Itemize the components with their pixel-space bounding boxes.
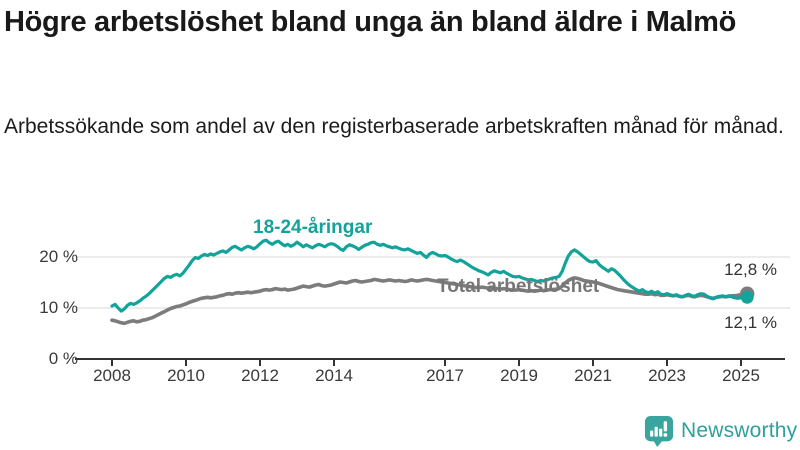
y-tick-label: 10 %	[39, 298, 78, 317]
x-tick-label: 2012	[241, 366, 279, 385]
page-title: Högre arbetslöshet bland unga än bland ä…	[4, 6, 737, 38]
series-label-young: 18-24-åringar	[253, 217, 373, 238]
newsworthy-bubble-chart-icon	[644, 416, 674, 447]
x-tick-label: 2021	[574, 366, 612, 385]
x-tick-label: 2008	[93, 366, 131, 385]
series-line-total	[110, 276, 750, 326]
x-tick-label: 2025	[722, 366, 760, 385]
chart-subtitle: Arbetssökande som andel av den registerb…	[4, 115, 784, 138]
x-tick-label: 2019	[500, 366, 538, 385]
x-tick-label: 2017	[426, 366, 464, 385]
y-tick-label: 20 %	[39, 247, 78, 266]
y-tick-label: 0 %	[48, 349, 78, 368]
end-value-total: 12,8 %	[724, 260, 777, 279]
x-tick-label: 2023	[648, 366, 686, 385]
newsworthy-wordmark: Newsworthy	[681, 419, 798, 442]
x-tick-label: 2010	[167, 366, 205, 385]
end-dot-young	[740, 290, 754, 304]
series-label-total: Total arbetslöshet	[437, 276, 600, 297]
end-value-young: 12,1 %	[724, 313, 777, 332]
series-line-young	[110, 238, 749, 313]
newsworthy-logo: Newsworthy	[644, 415, 797, 447]
x-tick-label: 2014	[315, 366, 353, 385]
